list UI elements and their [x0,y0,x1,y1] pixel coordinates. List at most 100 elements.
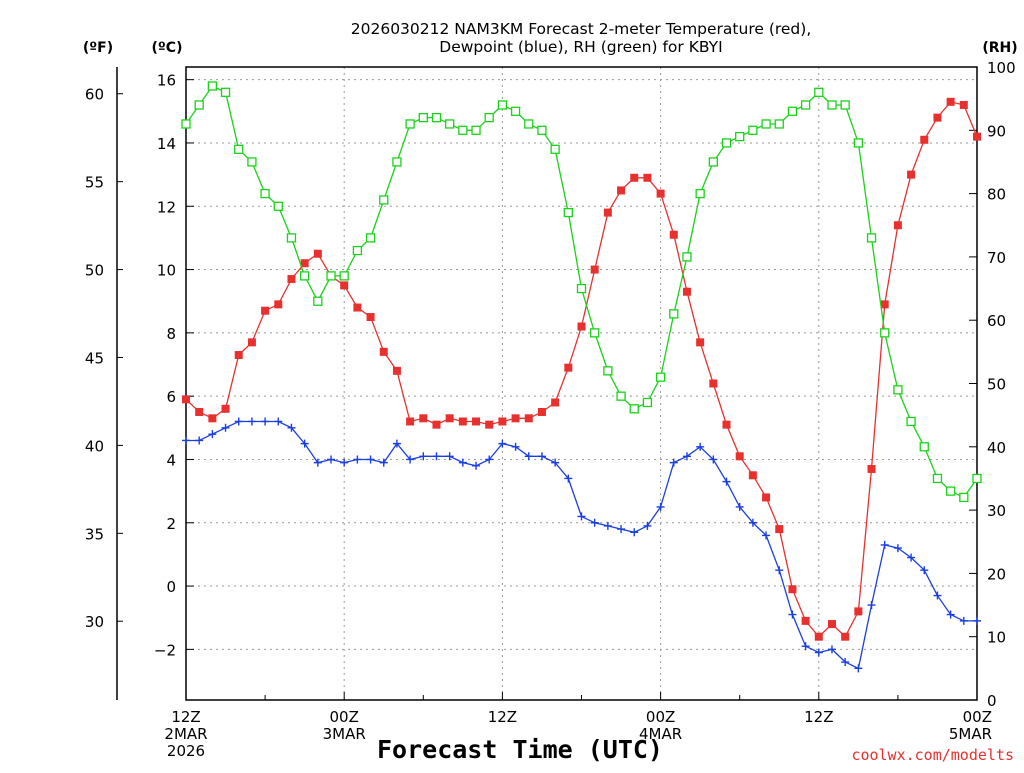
temperature-point [682,287,691,296]
rh-point [458,125,468,135]
fahrenheit-tick-label: 35 [85,525,104,543]
dewpoint-point [590,518,599,527]
rh-point [800,100,811,110]
dewpoint-point [696,442,705,451]
dewpoint-point [643,521,652,530]
time-tick-label: 5MAR [949,725,992,743]
time-tick-label: 00Z [646,708,675,726]
rh-point [326,271,336,281]
fahrenheit-tick-label: 45 [85,349,104,367]
time-tick-label: 2026 [167,742,205,760]
temperature-point [195,407,204,416]
rh-point [207,81,218,91]
dewpoint-point [551,458,560,467]
rh-point [761,119,771,129]
temperature-point [920,135,929,144]
temperature-point [366,313,375,322]
temperature-point [432,420,441,429]
rh-point [919,442,929,452]
temperature-point [959,100,968,109]
rh-point [814,87,824,97]
dewpoint-point [827,645,836,654]
dewpoint-series [182,417,981,673]
rh-point [866,233,877,243]
temperature-point [247,338,256,347]
temperature-point [340,281,349,290]
dewpoint-point [300,439,309,448]
temperature-point [208,414,217,423]
rh-point [735,131,745,142]
dewpoint-point [656,502,665,511]
rh-tick-label: 40 [987,439,1006,457]
temperature-point [182,395,190,404]
dewpoint-point [854,664,863,673]
rh-point [418,112,428,123]
temperature-point [801,616,810,625]
rh-point [906,416,916,427]
temperature-point [630,173,639,182]
temperature-line [185,101,978,638]
dewpoint-point [392,439,401,448]
rh-point [510,106,521,116]
dewpoint-point [907,553,916,562]
time-tick-label: 2MAR [164,725,207,743]
dewpoint-point [630,528,639,537]
dewpoint-point [959,616,968,625]
time-tick-label: 00Z [330,708,359,726]
rh-point [286,233,297,243]
dewpoint-point [458,458,467,467]
rh-point [655,372,666,382]
rh-series [181,81,982,503]
rh-point [682,252,692,262]
rh-tick-label: 60 [987,312,1006,330]
temperature-point [696,338,705,347]
rh-tick-label: 100 [987,59,1016,77]
temperature-point [788,585,797,594]
temperature-point [841,632,850,641]
temperature-point [946,97,955,106]
dewpoint-point [247,417,256,426]
rh-point [471,125,481,135]
dewpoint-point [603,521,612,530]
dewpoint-point [366,455,375,464]
dewpoint-point [419,452,428,461]
dewpoint-point [208,430,217,439]
rh-tick-label: 80 [987,186,1006,204]
dewpoint-point [485,455,494,464]
rh-point [365,233,376,243]
temperature-point [933,113,942,122]
temperature-point [854,607,863,616]
dewpoint-line [186,420,977,670]
temperature-point [551,398,560,407]
dewpoint-point [577,512,586,521]
rh-point [748,125,758,135]
fahrenheit-tick-label: 55 [85,174,104,192]
temperature-point [617,186,626,195]
rh-point [194,100,204,110]
temperature-point [775,525,784,534]
dewpoint-point [709,455,718,464]
rh-point [339,271,349,281]
dewpoint-point [182,436,190,445]
rh-point [313,296,323,306]
rh-point [299,271,310,281]
dewpoint-point [353,455,362,464]
rh-point [721,138,732,148]
temperature-point [287,275,296,284]
rh-point [853,138,863,148]
dewpoint-point [379,458,388,467]
rh-point [695,188,705,199]
celsius-tick-label: 6 [166,388,176,406]
rh-point [932,473,943,484]
rh-point [405,119,415,129]
rh-point [273,201,283,211]
dewpoint-point [511,442,520,451]
dewpoint-point [617,525,626,534]
dewpoint-point [524,452,533,461]
dewpoint-point [564,474,573,483]
celsius-tick-label: 14 [157,135,176,153]
temperature-point [973,132,981,141]
